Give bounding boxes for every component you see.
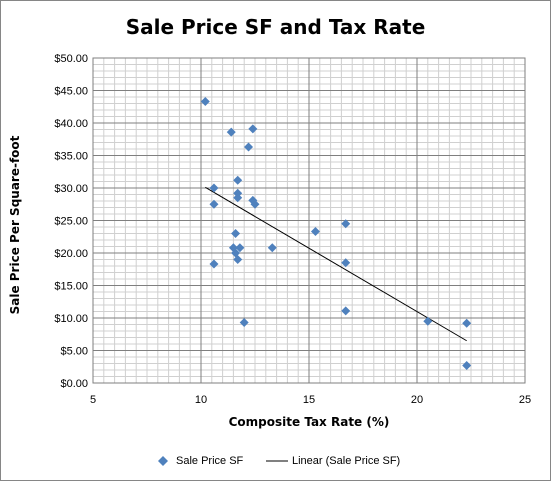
y-tick-label: $30.00 bbox=[54, 183, 88, 195]
x-tick-label: 20 bbox=[411, 394, 423, 406]
y-tick-label: $50.00 bbox=[54, 53, 88, 65]
data-point bbox=[233, 188, 243, 198]
y-tick-label: $40.00 bbox=[54, 118, 88, 130]
data-point bbox=[200, 97, 210, 107]
data-point bbox=[250, 199, 260, 209]
data-point bbox=[244, 142, 254, 152]
data-point bbox=[233, 255, 243, 264]
y-tick-label: $10.00 bbox=[54, 313, 88, 325]
y-tick-label: $25.00 bbox=[54, 216, 88, 228]
legend-item-trendline: Linear (Sale Price SF) bbox=[265, 453, 400, 469]
data-point bbox=[209, 259, 219, 269]
trendline bbox=[205, 186, 467, 342]
data-point bbox=[462, 318, 472, 328]
legend-label-trendline: Linear (Sale Price SF) bbox=[292, 455, 401, 467]
data-point bbox=[231, 229, 241, 238]
data-point bbox=[341, 258, 351, 268]
y-tick-label: $0.00 bbox=[60, 378, 88, 390]
legend-diamond-icon bbox=[158, 456, 168, 466]
y-tick-label: $20.00 bbox=[54, 248, 88, 260]
y-tick-label: $45.00 bbox=[54, 86, 88, 98]
data-point bbox=[209, 183, 219, 193]
legend-label-scatter: Sale Price SF bbox=[176, 455, 244, 467]
legend-item-scatter: Sale Price SF bbox=[156, 453, 243, 469]
data-point bbox=[233, 193, 243, 203]
data-point bbox=[310, 227, 320, 237]
data-point bbox=[209, 199, 219, 209]
data-point bbox=[235, 243, 245, 253]
x-tick-label: 5 bbox=[90, 394, 96, 406]
data-point bbox=[233, 175, 243, 185]
x-tick-label: 10 bbox=[195, 394, 207, 406]
legend: Sale Price SF Linear (Sale Price SF) bbox=[1, 453, 550, 469]
data-point bbox=[341, 306, 351, 316]
chart-title: Sale Price SF and Tax Rate bbox=[125, 15, 426, 39]
data-point bbox=[462, 360, 472, 370]
data-point bbox=[341, 219, 351, 229]
data-point bbox=[423, 316, 433, 326]
data-point bbox=[267, 243, 277, 253]
data-point bbox=[239, 318, 249, 328]
plot-border bbox=[92, 57, 526, 384]
y-tick-label: $15.00 bbox=[54, 281, 88, 293]
x-tick-label: 25 bbox=[519, 394, 531, 406]
data-point bbox=[248, 124, 258, 134]
legend-line-icon bbox=[266, 460, 288, 462]
y-tick-label: $35.00 bbox=[54, 151, 88, 163]
data-point bbox=[226, 127, 236, 137]
x-tick-label: 15 bbox=[303, 394, 315, 406]
y-tick-label: $5.00 bbox=[60, 346, 88, 358]
x-axis-label: Composite Tax Rate (%) bbox=[228, 415, 390, 429]
